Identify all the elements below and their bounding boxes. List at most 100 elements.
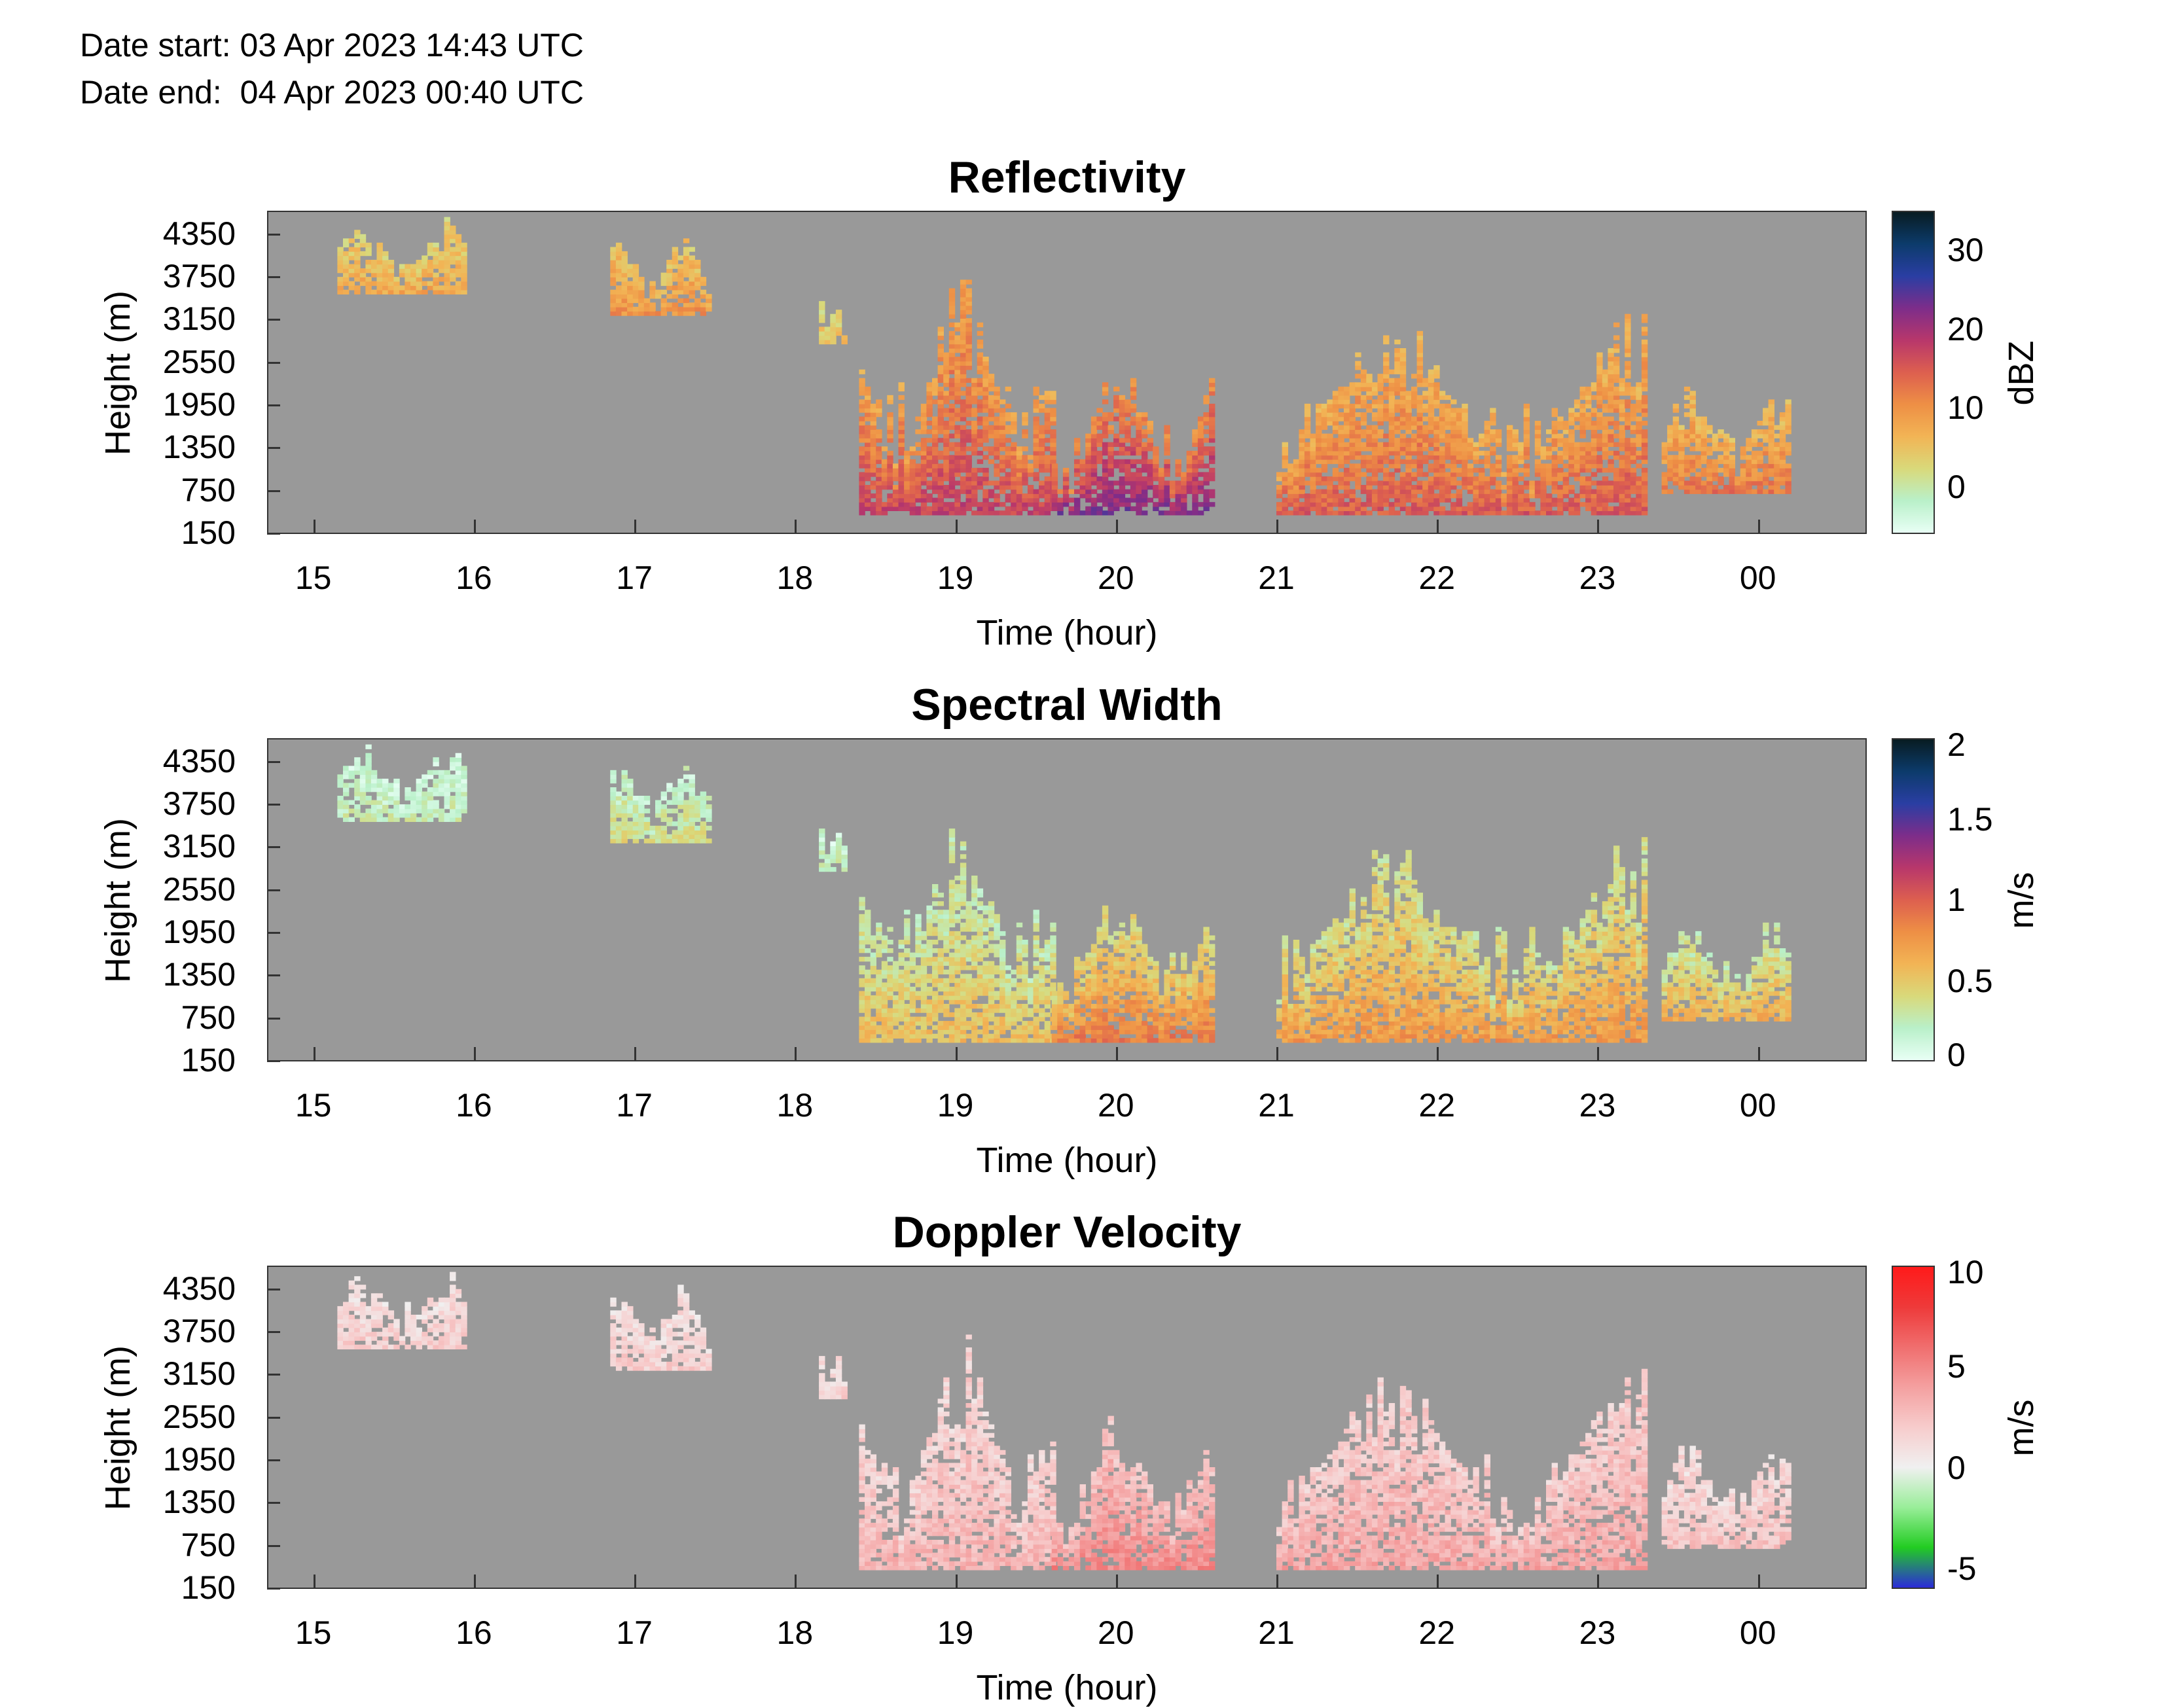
heatmap-cell bbox=[416, 796, 422, 801]
heatmap-cell bbox=[1209, 429, 1215, 435]
heatmap-cell bbox=[1203, 446, 1210, 452]
heatmap-cell bbox=[1074, 450, 1081, 456]
heatmap-cell bbox=[1147, 438, 1153, 443]
heatmap-cell bbox=[937, 918, 944, 923]
heatmap-cell bbox=[948, 301, 956, 306]
heatmap-cell bbox=[694, 302, 701, 308]
heatmap-cell bbox=[937, 327, 944, 332]
heatmap-cell bbox=[1366, 446, 1373, 452]
heatmap-cell bbox=[1192, 472, 1198, 477]
heatmap-cell bbox=[1416, 480, 1423, 486]
heatmap-cell bbox=[706, 796, 712, 801]
heatmap-cell bbox=[1005, 403, 1011, 409]
heatmap-cell bbox=[876, 1004, 882, 1009]
heatmap-cell bbox=[1366, 433, 1373, 438]
heatmap-cell bbox=[1641, 348, 1648, 353]
heatmap-cell bbox=[1613, 433, 1620, 438]
heatmap-cell bbox=[830, 330, 837, 336]
heatmap-cell bbox=[416, 277, 422, 282]
heatmap-cell bbox=[1027, 1038, 1034, 1043]
heatmap-cell bbox=[932, 391, 939, 396]
heatmap-cell bbox=[666, 838, 673, 844]
heatmap-cell bbox=[1661, 442, 1668, 447]
heatmap-cell bbox=[627, 268, 634, 274]
heatmap-cell bbox=[865, 974, 871, 979]
heatmap-cell bbox=[405, 808, 411, 813]
heatmap-cell bbox=[455, 766, 462, 771]
heatmap-cell bbox=[898, 1016, 905, 1022]
heatmap-cell bbox=[615, 804, 622, 810]
heatmap-cell bbox=[672, 808, 679, 813]
heatmap-cell bbox=[1366, 502, 1373, 507]
heatmap-cell bbox=[1033, 403, 1039, 409]
heatmap-cell bbox=[988, 982, 995, 987]
heatmap-cell bbox=[1044, 391, 1051, 396]
heatmap-cell bbox=[819, 318, 825, 323]
heatmap-cell bbox=[1689, 408, 1696, 413]
heatmap-cell bbox=[926, 1029, 933, 1035]
heatmap-cell bbox=[982, 918, 989, 923]
heatmap-cell bbox=[348, 272, 355, 277]
heatmap-cell bbox=[683, 766, 690, 771]
heatmap-cell bbox=[1579, 485, 1586, 490]
heatmap-cell bbox=[1304, 455, 1311, 460]
heatmap-cell bbox=[1450, 480, 1457, 486]
heatmap-cell bbox=[438, 778, 445, 784]
heatmap-cell bbox=[1678, 463, 1685, 469]
heatmap-cell bbox=[1636, 506, 1642, 511]
heatmap-cell bbox=[1016, 974, 1023, 979]
heatmap-cell bbox=[1433, 442, 1440, 447]
heatmap-cell bbox=[1518, 510, 1524, 516]
heatmap-cell bbox=[1102, 399, 1109, 404]
heatmap-cell bbox=[1338, 442, 1344, 447]
heatmap-cell bbox=[988, 991, 995, 996]
heatmap-cell bbox=[1130, 480, 1137, 486]
heatmap-cell bbox=[1130, 395, 1137, 400]
heatmap-cell bbox=[937, 1025, 944, 1030]
heatmap-cell bbox=[960, 888, 967, 893]
heatmap-cell bbox=[1044, 1038, 1051, 1043]
heatmap-cell bbox=[1768, 438, 1774, 443]
heatmap-cell bbox=[1383, 361, 1390, 366]
heatmap-cell bbox=[865, 489, 871, 494]
heatmap-cell bbox=[1332, 391, 1339, 396]
heatmap-cell bbox=[1602, 403, 1609, 409]
heatmap-cell bbox=[1596, 497, 1603, 503]
heatmap-cell bbox=[615, 791, 622, 796]
heatmap-cell bbox=[1203, 497, 1210, 503]
heatmap-cell bbox=[1678, 485, 1685, 490]
heatmap-cell bbox=[926, 446, 933, 452]
heatmap-cell bbox=[988, 429, 995, 435]
heatmap-cell bbox=[1209, 459, 1215, 465]
heatmap-cell bbox=[410, 817, 417, 822]
heatmap-cell bbox=[1416, 446, 1423, 452]
heatmap-cell bbox=[898, 425, 905, 430]
heatmap-cell bbox=[915, 485, 922, 490]
heatmap-cell bbox=[1411, 403, 1418, 409]
heatmap-cell bbox=[1518, 467, 1524, 473]
heatmap-cell bbox=[1768, 455, 1774, 460]
heatmap-cell bbox=[1422, 429, 1429, 435]
heatmap-cell bbox=[1142, 421, 1148, 426]
heatmap-cell bbox=[1203, 463, 1210, 469]
heatmap-cell bbox=[1119, 395, 1126, 400]
heatmap-cell bbox=[920, 463, 927, 469]
heatmap-cell bbox=[1757, 421, 1763, 426]
heatmap-cell bbox=[1672, 455, 1680, 460]
heatmap-cell bbox=[881, 991, 888, 996]
heatmap-cell bbox=[1428, 467, 1435, 473]
heatmap-cell bbox=[1293, 506, 1300, 511]
heatmap-cell bbox=[943, 502, 950, 507]
heatmap-cell bbox=[965, 322, 972, 328]
heatmap-cell bbox=[824, 330, 831, 336]
heatmap-cell bbox=[1540, 476, 1547, 482]
heatmap-cell bbox=[1596, 421, 1603, 426]
heatmap-cell bbox=[610, 825, 617, 831]
heatmap-cell bbox=[943, 935, 950, 940]
heatmap-cell bbox=[621, 825, 628, 831]
heatmap-cell bbox=[660, 277, 667, 282]
heatmap-cell bbox=[887, 1025, 893, 1030]
heatmap-cell bbox=[898, 506, 905, 511]
heatmap-cell bbox=[444, 255, 450, 260]
heatmap-cell bbox=[1602, 506, 1609, 511]
